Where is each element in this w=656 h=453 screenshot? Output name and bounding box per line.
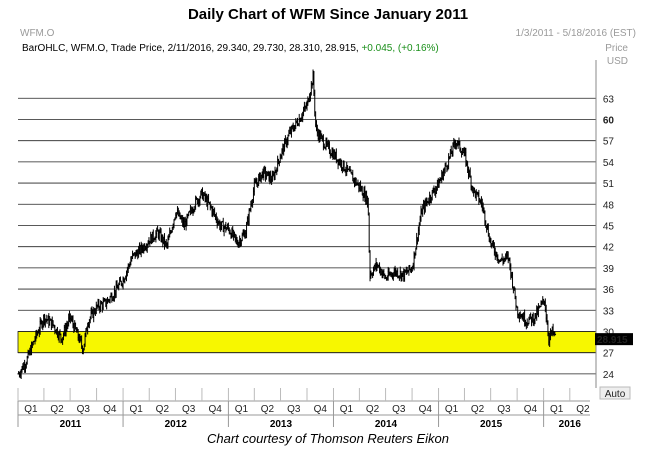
year-label: 2012 <box>165 419 188 430</box>
x-tick-label: Q1 <box>129 404 143 415</box>
x-tick-label: Q3 <box>392 404 406 415</box>
y-tick-label: 24 <box>603 370 615 381</box>
x-tick-label: Q2 <box>50 404 64 415</box>
ohlc-bar <box>447 153 450 170</box>
highlight-band <box>17 331 597 354</box>
ohlc-bar <box>511 271 514 289</box>
x-tick-label: Q1 <box>24 404 38 415</box>
year-label: 2013 <box>270 419 293 430</box>
y-tick-label: 33 <box>603 306 615 317</box>
x-tick-label: Q2 <box>261 404 275 415</box>
last-price-badge: 28.915 <box>595 333 633 346</box>
price-gridlines <box>18 97 596 375</box>
y-tick-label: 27 <box>603 349 615 360</box>
x-tick-label: Q3 <box>497 404 511 415</box>
y-tick-label: 30 <box>603 327 615 338</box>
y-tick-label: 48 <box>603 200 615 211</box>
y-tick-label: 42 <box>603 243 615 254</box>
year-label: 2011 <box>60 419 82 430</box>
x-tick-label: Q1 <box>445 404 459 415</box>
x-tick-label: Q3 <box>287 404 301 415</box>
y-tick-label: 57 <box>603 137 615 148</box>
last-price-value: 28.915 <box>597 335 628 346</box>
chart-caption: Chart courtesy of Thomson Reuters Eikon <box>206 431 450 446</box>
currency-axis-label: USD <box>607 56 628 67</box>
y-tick-label: 54 <box>603 158 615 169</box>
time-axis: Q1 Q2 Q3 Q4 Q1 Q2 Q3 Q4 Q1 Q2 Q3 Q4 Q1 Q2 Q3 Q4 Q1 Q2 Q3 Q4… <box>17 388 590 430</box>
x-tick-label: Q1 <box>235 404 249 415</box>
x-tick-label: Q4 <box>524 404 538 415</box>
chart-header: WFM.O 1/3/2011 - 5/18/2016 (EST) BarOHLC… <box>20 28 636 67</box>
y-tick-label: 39 <box>603 264 615 275</box>
x-tick-label: Q3 <box>77 404 91 415</box>
x-tick-label: Q4 <box>314 404 328 415</box>
x-tick-label: Q2 <box>471 404 485 415</box>
y-tick-label: 63 <box>603 94 615 105</box>
ohlc-bar <box>514 295 518 311</box>
x-tick-label: Q1 <box>340 404 354 415</box>
x-tick-label: Q2 <box>576 404 590 415</box>
y-tick-label: 51 <box>603 179 615 190</box>
legend-change: +0.045, (+0.16%) <box>361 43 438 54</box>
legend-text: BarOHLC, WFM.O, Trade Price, 2/11/2016, … <box>22 43 439 54</box>
date-range-label: 1/3/2011 - 5/18/2016 (EST) <box>516 28 636 39</box>
year-label: 2016 <box>559 419 582 430</box>
y-tick-label: 60 <box>603 115 615 126</box>
price-axis-labels: 24 27 30 33 36 39 42 45 48 51 54 57 60 63 <box>603 94 615 381</box>
price-bars <box>17 69 557 379</box>
legend-prefix: BarOHLC, WFM.O, Trade Price, 2/11/2016, … <box>22 43 359 54</box>
chart-title: Daily Chart of WFM Since January 2011 <box>187 6 469 23</box>
y-tick-label: 45 <box>603 221 615 232</box>
auto-label: Auto <box>605 389 626 400</box>
x-tick-label: Q4 <box>419 404 433 415</box>
x-tick-label: Q1 <box>550 404 564 415</box>
symbol-label: WFM.O <box>20 28 55 39</box>
x-tick-label: Q4 <box>103 404 117 415</box>
x-tick-label: Q4 <box>209 404 223 415</box>
x-tick-label: Q2 <box>156 404 170 415</box>
year-label: 2015 <box>480 419 503 430</box>
price-axis-label: Price <box>605 43 628 54</box>
x-tick-label: Q2 <box>366 404 380 415</box>
auto-scale-button[interactable]: Auto <box>599 386 631 400</box>
year-label: 2014 <box>375 419 398 430</box>
ohlc-bar <box>553 331 557 336</box>
x-tick-label: Q3 <box>182 404 196 415</box>
y-tick-label: 36 <box>603 285 615 296</box>
